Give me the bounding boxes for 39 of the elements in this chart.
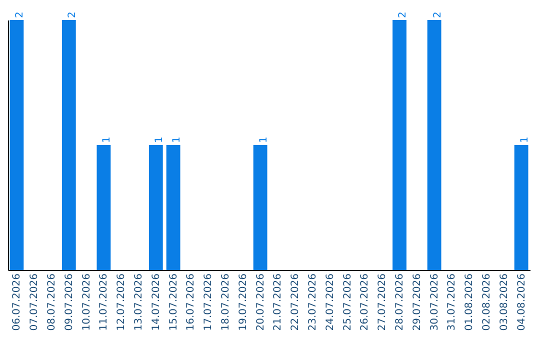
x-tick-label: 31.07.2026 — [446, 274, 458, 331]
data-label: 2 — [14, 12, 26, 18]
data-label: 1 — [154, 136, 165, 143]
data-label: 1 — [519, 136, 530, 143]
data-label: 2 — [66, 12, 78, 18]
x-tick-label: 11.07.2026 — [98, 274, 110, 331]
x-tick-label: 16.07.2026 — [186, 274, 197, 331]
x-tick-label: 23.07.2026 — [308, 274, 318, 331]
data-label: 1 — [171, 136, 182, 143]
x-tick-label: 12.07.2026 — [116, 274, 128, 331]
x-tick-label: 20.07.2026 — [255, 274, 266, 331]
x-tick-label: 21.07.2026 — [272, 274, 284, 331]
data-label: 1 — [102, 136, 113, 143]
x-tick-label: 01.08.2026 — [464, 274, 476, 331]
x-tick-label: 03.08.2026 — [498, 274, 510, 331]
x-tick-label: 15.07.2026 — [168, 274, 180, 331]
x-tick-label: 30.07.2026 — [429, 274, 440, 331]
x-tick-label: 19.07.2026 — [238, 274, 249, 331]
data-label: 2 — [432, 12, 444, 18]
x-tick-label: 29.07.2026 — [412, 274, 423, 331]
x-tick-label: 08.07.2026 — [46, 274, 58, 331]
x-tick-label: 09.07.2026 — [64, 274, 75, 331]
x-tick-label: 25.07.2026 — [342, 274, 354, 331]
x-tick-label: 22.07.2026 — [290, 274, 302, 331]
x-tick-label: 10.07.2026 — [81, 274, 92, 331]
data-label: 1 — [258, 136, 270, 143]
x-tick-label: 17.07.2026 — [203, 274, 214, 331]
x-tick-label: 06.07.2026 — [12, 274, 23, 331]
x-tick-label: 02.08.2026 — [482, 274, 492, 331]
x-tick-label: 07.07.2026 — [29, 274, 40, 331]
x-tick-label: 04.08.2026 — [516, 274, 528, 331]
data-label: 2 — [398, 12, 408, 18]
x-tick-label: 28.07.2026 — [394, 274, 406, 331]
x-tick-label: 14.07.2026 — [150, 274, 162, 331]
x-tick-label: 27.07.2026 — [377, 274, 388, 331]
x-tick-label: 26.07.2026 — [360, 274, 371, 331]
x-tick-label: 13.07.2026 — [134, 274, 144, 331]
x-tick-label: 18.07.2026 — [220, 274, 232, 331]
x-tick-label: 24.07.2026 — [324, 274, 336, 331]
